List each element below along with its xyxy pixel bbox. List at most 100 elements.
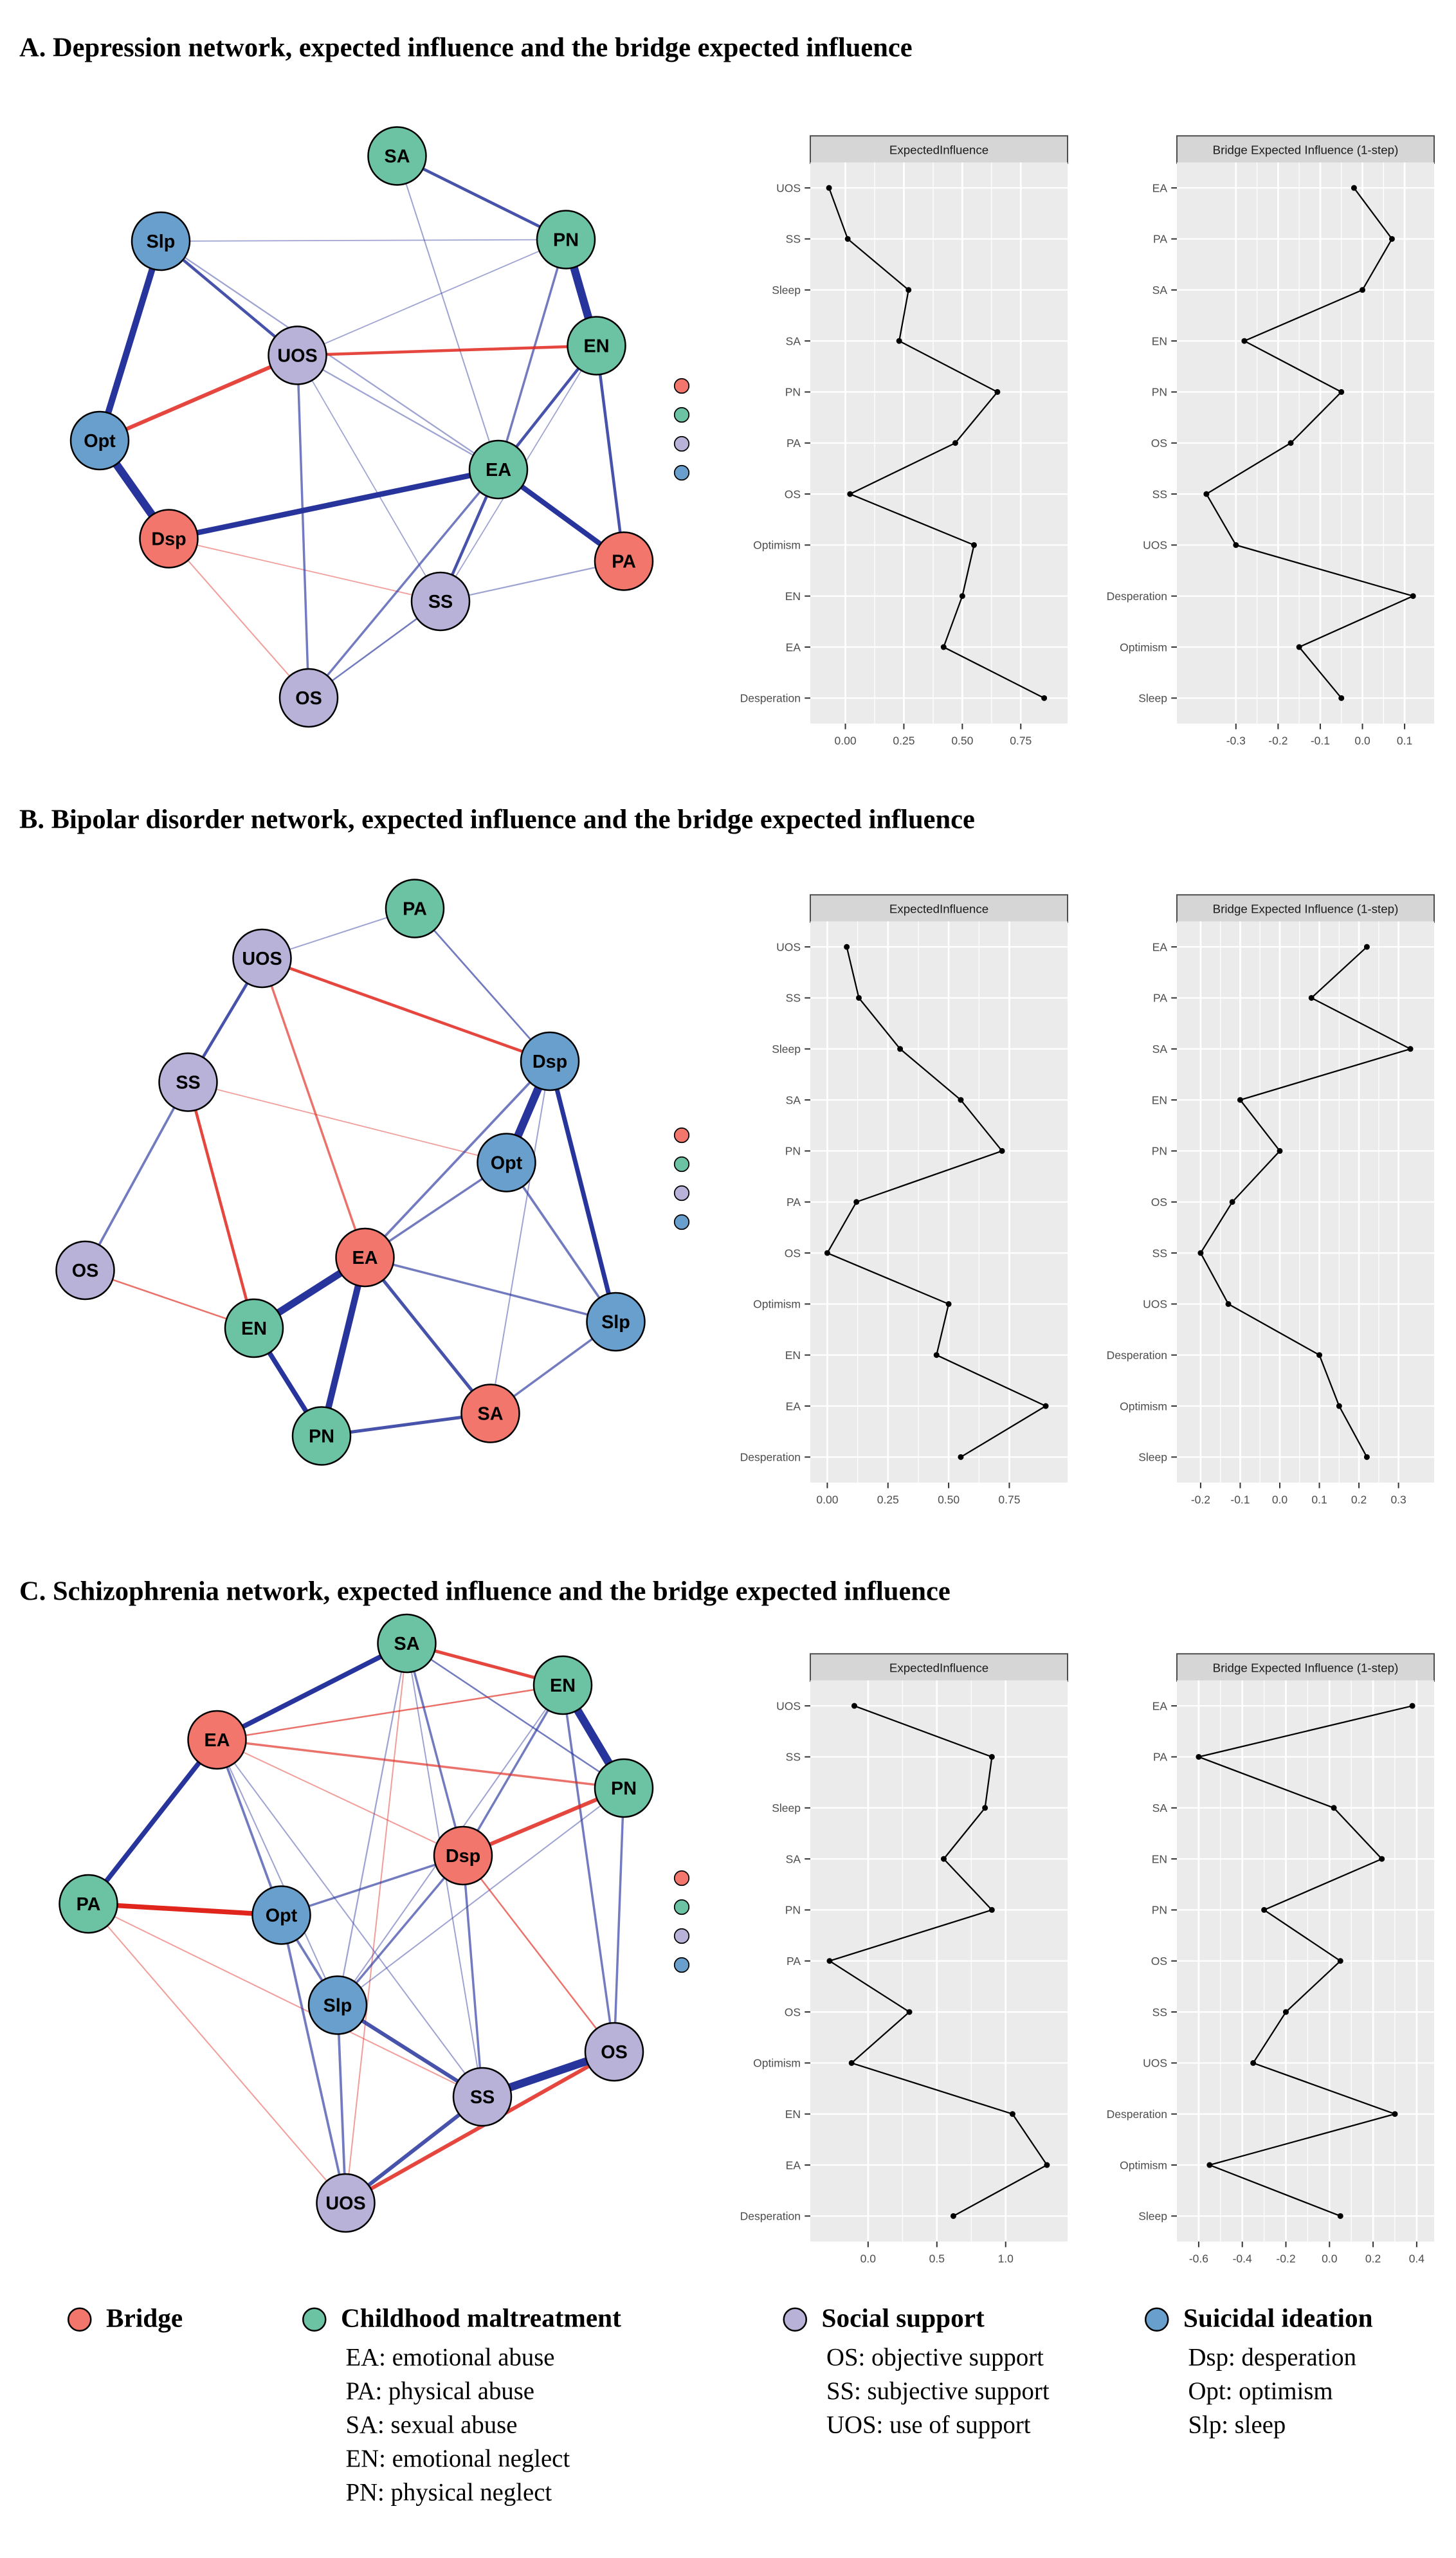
node-label-UOS: UOS — [242, 949, 282, 969]
node-circle-EN — [224, 1298, 284, 1358]
node-label-Dsp: Dsp — [532, 1052, 567, 1072]
x-axis-label: 0.50 — [951, 735, 973, 747]
y-axis-label: Optimism — [1120, 1400, 1167, 1412]
data-point — [1337, 1958, 1343, 1964]
data-point — [994, 388, 1001, 395]
y-axis-label: Sleep — [1138, 692, 1167, 705]
node-circle-PN — [536, 210, 596, 270]
bridge-dot-icon — [673, 1127, 690, 1144]
data-point — [933, 1352, 940, 1358]
bridge-dot-icon — [673, 378, 690, 394]
data-point — [1410, 593, 1416, 599]
node-PN: PN — [536, 210, 596, 270]
data-point — [958, 1454, 964, 1460]
data-point — [1196, 1753, 1202, 1760]
node-Opt: Opt — [251, 1885, 311, 1945]
strip-title: Bridge Expected Influence (1-step) — [1213, 902, 1399, 915]
x-axis-label: 0.3 — [1390, 1494, 1406, 1506]
data-point — [1225, 1301, 1232, 1307]
data-point — [848, 2060, 855, 2066]
node-PA: PA — [594, 531, 654, 591]
node-Dsp: Dsp — [520, 1031, 580, 1092]
node-label-UOS: UOS — [325, 2193, 365, 2214]
y-axis-label: Sleep — [1138, 1451, 1167, 1464]
y-axis-label: SS — [786, 233, 801, 246]
data-point — [1203, 491, 1210, 497]
x-axis-label: 0.75 — [1010, 735, 1032, 747]
x-axis-label: 0.5 — [929, 2252, 945, 2265]
edge-EA-PN — [217, 1739, 624, 1789]
node-label-OS: OS — [601, 2042, 628, 2063]
data-point — [897, 1046, 904, 1052]
data-point — [999, 1147, 1005, 1154]
x-axis-label: -0.2 — [1268, 735, 1288, 747]
y-axis-label: PA — [1153, 233, 1167, 246]
node-PN: PN — [291, 1406, 352, 1466]
data-point — [1277, 1147, 1283, 1154]
x-axis-label: 0.0 — [1322, 2252, 1338, 2265]
node-OS: OS — [55, 1240, 115, 1301]
y-axis-label: Desperation — [740, 692, 801, 705]
x-axis-label: 0.25 — [893, 735, 915, 747]
social-dot-icon — [673, 435, 690, 452]
bipolar-network-graph: PA UOS Dsp SS Opt EA OS EN Slp PN SA — [55, 879, 646, 1466]
data-point — [1351, 185, 1357, 191]
y-axis-label: EA — [786, 641, 801, 653]
node-circle-SS — [158, 1052, 218, 1112]
x-axis-label: 0.75 — [998, 1494, 1020, 1506]
y-axis-label: OS — [1151, 1955, 1167, 1968]
suicidal-swatch-icon — [1145, 2307, 1169, 2331]
edge-SA-UOS — [345, 1643, 408, 2204]
node-SA: SA — [367, 126, 427, 186]
edge-SA-PN — [406, 1642, 624, 1789]
edge-EN-PA — [595, 345, 626, 562]
node-Slp: Slp — [131, 211, 191, 271]
x-axis-label: -0.2 — [1191, 1494, 1210, 1506]
node-label-PA: PA — [612, 552, 636, 572]
y-axis-label: EN — [1152, 1852, 1167, 1865]
data-point — [1363, 944, 1370, 950]
dot-plot: ExpectedInfluence UOS SS Sleep SA PN PA OS Optim… — [740, 135, 1068, 747]
node-circle-PN — [291, 1406, 352, 1466]
y-axis-label: OS — [1151, 1196, 1167, 1209]
data-point — [844, 235, 851, 242]
y-axis-label: Optimism — [1120, 641, 1167, 653]
edge-Slp-PN — [160, 239, 567, 242]
expected-influence-plot-b: ExpectedInfluence UOS SS Sleep SA PN PA OS Optim… — [707, 894, 1077, 1524]
strip-header — [810, 1653, 1068, 1682]
node-SA: SA — [460, 1384, 520, 1443]
edge-EN-Dsp — [462, 1685, 564, 1856]
data-point — [1308, 994, 1315, 1001]
node-label-EA: EA — [352, 1248, 378, 1268]
node-circle-Opt — [69, 410, 130, 471]
y-axis-label: SS — [1152, 1247, 1167, 1259]
dot-plot: Bridge Expected Influence (1-step) EA PA SA… — [1107, 894, 1435, 1506]
node-circle-PA — [59, 1874, 118, 1934]
x-axis-label: 0.25 — [877, 1494, 899, 1506]
edge-SA-EA — [396, 156, 499, 470]
y-axis-label: PA — [787, 1955, 801, 1968]
edge-UOS-EA — [296, 354, 499, 470]
edge-Opt-UOS — [280, 1915, 347, 2204]
node-label-SS: SS — [176, 1073, 200, 1093]
strip-title: ExpectedInfluence — [889, 1661, 988, 1674]
node-circle-SA — [377, 1613, 437, 1674]
data-point — [958, 1097, 964, 1103]
node-label-PN: PN — [553, 230, 579, 251]
edge-Dsp-OS — [168, 538, 309, 699]
data-point — [959, 593, 965, 599]
node-EA: EA — [335, 1227, 395, 1288]
edge-PN-Slp — [337, 1787, 624, 2006]
y-axis-label: SS — [786, 992, 801, 1005]
data-point — [1042, 1403, 1049, 1409]
data-point — [1041, 695, 1048, 701]
data-point — [1331, 1805, 1337, 1811]
data-point — [1363, 1454, 1370, 1460]
legend-group-social-support: Social support OS: objective support SS:… — [783, 2303, 1050, 2443]
node-PA: PA — [385, 879, 445, 938]
bridge-swatch-icon — [68, 2307, 92, 2331]
dot-plot: Bridge Expected Influence (1-step) EA PA SA… — [1107, 135, 1435, 747]
node-circle-EA — [468, 439, 529, 500]
y-axis-label: UOS — [776, 1699, 801, 1712]
data-point — [1407, 1046, 1414, 1052]
